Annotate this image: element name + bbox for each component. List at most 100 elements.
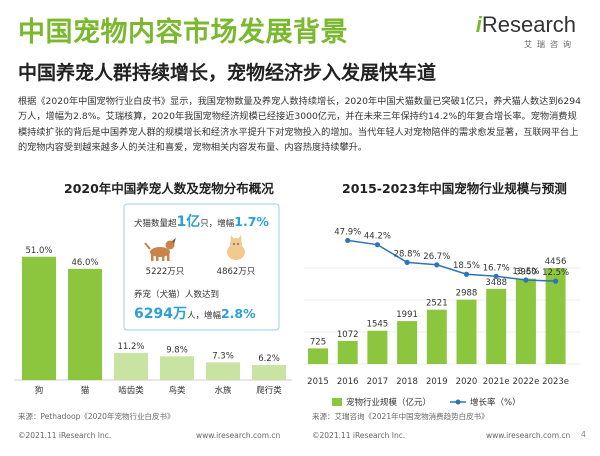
growth-point	[553, 278, 559, 284]
growth-point	[345, 237, 351, 244]
right-bar	[308, 348, 328, 364]
left-source: 来源：Pethadoop《2020年宠物行业白皮书》	[18, 412, 175, 421]
right-bar-value: 1545	[367, 320, 389, 330]
footer-copyright-right: ©2021.11 iResearch Inc.	[312, 431, 406, 440]
growth-label: 44.2%	[364, 232, 391, 242]
left-bars-group: 51.0% 狗 46.0% 猫 11.2% 啮齿类 9.8% 鸟类 7.3% 水族 6.2% 爬行类	[14, 246, 292, 396]
footer-copyright-left: ©2021.11 iResearch Inc.	[18, 431, 112, 440]
growth-line	[347, 239, 556, 282]
left-bar-value: 51.0%	[25, 246, 52, 256]
left-bar-value: 11.2%	[117, 342, 144, 352]
footer-url-left: www.iresearch.com.cn	[196, 431, 281, 440]
growth-point	[493, 273, 499, 279]
growth-point	[463, 271, 470, 277]
callout-line1: 犬猫数量超1亿只，增幅1.7%	[134, 213, 269, 230]
left-bar-value: 6.2%	[258, 354, 280, 364]
right-chart-title: 2015-2023年中国宠物行业规模与预测	[342, 181, 567, 196]
left-bar	[114, 352, 148, 380]
right-source: 来源：艾瑞咨询《2021年中国宠物消费趋势白皮书》	[312, 412, 489, 421]
page-number: 4	[580, 430, 586, 439]
growth-label: 26.7%	[423, 252, 450, 262]
growth-point	[523, 277, 529, 283]
legend-line-marker	[455, 399, 461, 405]
left-bar	[22, 256, 56, 380]
left-x-tick: 猫	[81, 385, 90, 396]
right-x-tick: 2022e	[512, 377, 539, 387]
left-bar	[206, 362, 240, 380]
right-bar-value: 3488	[485, 278, 507, 288]
right-bar-value: 1072	[337, 330, 359, 340]
right-x-tick: 2017	[367, 377, 389, 387]
right-bar-value: 3960	[515, 268, 537, 278]
right-bar	[486, 288, 507, 364]
growth-point	[404, 259, 410, 265]
right-bars-group: 725 2015 1072 2016 1545 2017 1991 2018 2521 2019 2…	[307, 257, 569, 387]
right-bar	[456, 299, 477, 364]
growth-point	[374, 242, 380, 248]
growth-label: 16.7%	[483, 263, 510, 273]
callout-count-pct: 1.7%	[234, 214, 269, 229]
dog-count: 5222万只	[146, 267, 185, 277]
callout-line3: 6294万人，增幅2.8%	[134, 306, 256, 322]
callout-people-big: 6294万	[134, 306, 187, 322]
left-bar-value: 7.3%	[212, 351, 234, 361]
legend-bar-swatch	[332, 398, 342, 406]
right-bar-value: 2988	[456, 289, 478, 299]
growth-label: 18.5%	[453, 261, 480, 271]
growth-label: 13.5%	[512, 267, 539, 277]
left-x-tick: 啮齿类	[118, 385, 144, 396]
growth-point	[434, 262, 440, 268]
callout-people-pct: 2.8%	[221, 306, 256, 321]
right-bar	[397, 321, 418, 364]
right-x-tick: 2016	[337, 377, 359, 387]
page-title: 中国宠物内容市场发展背景	[18, 17, 348, 48]
left-chart-title: 2020年中国养宠人数及宠物分布概况	[64, 181, 274, 196]
iresearch-logo: iResearch 艾瑞咨询	[476, 12, 576, 50]
right-x-tick: 2023e	[542, 377, 569, 387]
right-bar	[426, 309, 447, 364]
left-bar-value: 46.0%	[71, 258, 98, 268]
page-subtitle: 中国养宠人群持续增长，宠物经济步入发展快车道	[18, 62, 437, 84]
left-bar-value: 9.8%	[166, 345, 188, 355]
right-bar-value: 1991	[396, 310, 418, 320]
right-bar-value: 4456	[545, 257, 567, 267]
logo-subtext: 艾瑞咨询	[524, 40, 576, 49]
right-x-tick: 2020	[456, 377, 478, 387]
right-bar	[545, 268, 566, 364]
right-bar	[515, 278, 536, 364]
callout-line2: 养宠（犬猫）人数达到	[134, 289, 219, 300]
right-x-tick: 2019	[426, 377, 448, 387]
growth-label: 28.8%	[394, 249, 421, 259]
cat-icon	[227, 235, 245, 260]
right-bar	[337, 340, 358, 364]
right-bar	[367, 330, 388, 364]
callout-box: 犬猫数量超1亿只，增幅1.7% 5222万只 4862万只 养宠（犬猫）人数达到…	[123, 203, 280, 331]
body-paragraph: 根据《2020年中国宠物行业白皮书》显示，我国宠物数量及养宠人数持续增长，202…	[18, 96, 581, 154]
cat-count: 4862万只	[217, 267, 256, 277]
growth-label: 47.9%	[334, 227, 361, 237]
legend-line-label: 增长率（%）	[470, 397, 521, 408]
footer-url-right: www.iresearch.com.cn	[486, 431, 571, 440]
left-bar	[160, 356, 194, 380]
dog-icon	[144, 238, 176, 261]
right-x-tick: 2018	[396, 377, 418, 387]
right-chart: 725 2015 1072 2016 1545 2017 1991 2018 2521 2019 2…	[304, 227, 580, 408]
logo-text: Research	[481, 12, 576, 37]
growth-label: 12.5%	[542, 268, 569, 278]
left-x-tick: 水族	[214, 385, 232, 396]
left-x-tick: 狗	[35, 385, 44, 396]
callout-count-big: 1亿	[177, 213, 201, 230]
right-bar-value: 725	[310, 337, 326, 347]
left-bar	[252, 365, 286, 380]
right-bar-value: 2521	[426, 299, 448, 309]
left-chart: 51.0%狗46.0%猫11.2%啮齿类9.8%鸟类7.3%水族6.2%爬行类 …	[14, 203, 292, 396]
logo-prefix: i	[475, 12, 482, 37]
left-x-tick: 鸟类	[168, 385, 186, 396]
left-bar	[68, 268, 102, 380]
right-x-tick: 2015	[307, 377, 329, 387]
legend-bar-label: 宠物行业规模（亿元）	[346, 397, 431, 408]
right-line-group: 47.9% 44.2%28.8% 26.7%18.5% 16.7% 13.5% 12.5%	[334, 227, 569, 284]
right-x-tick: 2021e	[483, 377, 510, 387]
right-legend: 宠物行业规模（亿元） 增长率（%）	[332, 397, 521, 408]
left-x-tick: 爬行类	[256, 385, 282, 396]
